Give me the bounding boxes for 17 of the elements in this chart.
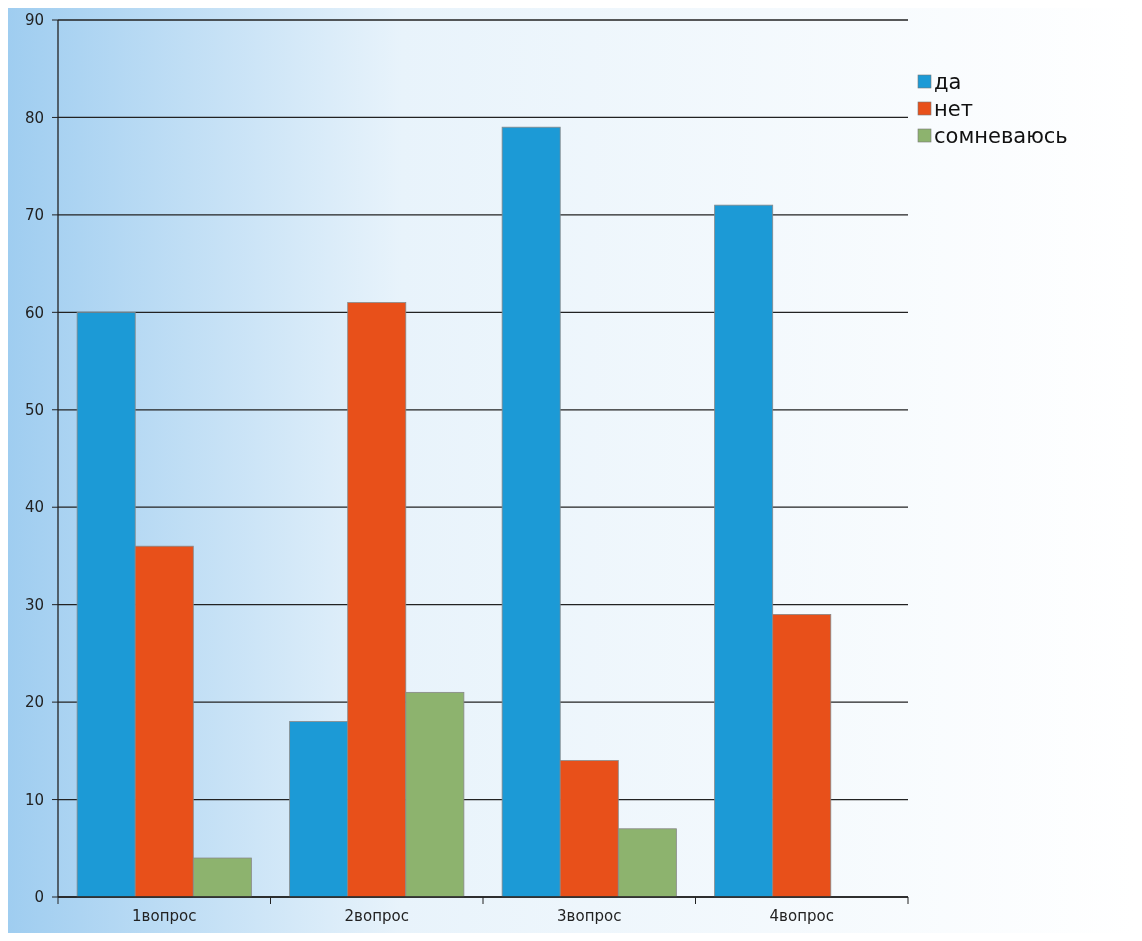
y-tick-label: 40 bbox=[24, 498, 44, 517]
y-tick-label: 50 bbox=[24, 401, 44, 420]
x-tick-label: 2вопрос bbox=[344, 907, 409, 925]
x-tick-label: 4вопрос bbox=[769, 907, 834, 925]
legend-label: нет bbox=[934, 97, 973, 122]
x-tick-label: 3вопрос bbox=[557, 907, 622, 925]
y-tick-label: 0 bbox=[34, 888, 44, 907]
y-tick-label: 30 bbox=[24, 595, 44, 614]
y-tick-label: 10 bbox=[24, 790, 44, 809]
y-tick-label: 60 bbox=[24, 303, 44, 322]
y-tick-label: 80 bbox=[24, 108, 44, 127]
y-tick-label: 20 bbox=[24, 693, 44, 712]
legend-label: сомневаюсь bbox=[934, 124, 1068, 149]
y-tick-label: 70 bbox=[24, 206, 44, 225]
x-tick-label: 1вопрос bbox=[132, 907, 197, 925]
y-tick-label: 90 bbox=[24, 11, 44, 30]
text: да bbox=[934, 70, 962, 95]
